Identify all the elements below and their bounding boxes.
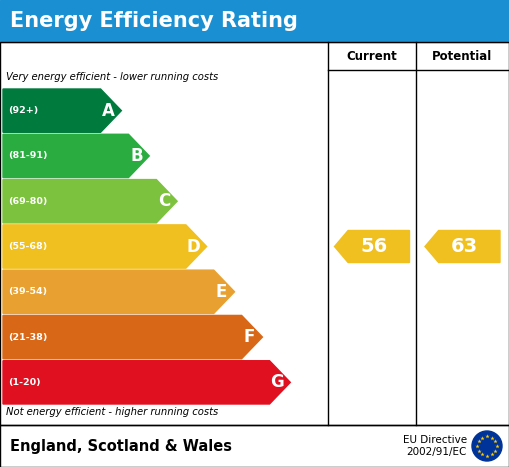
Polygon shape bbox=[3, 89, 121, 132]
Text: G: G bbox=[270, 373, 284, 391]
Text: 56: 56 bbox=[360, 237, 388, 256]
Text: Not energy efficient - higher running costs: Not energy efficient - higher running co… bbox=[6, 407, 218, 417]
Polygon shape bbox=[3, 180, 177, 223]
Text: E: E bbox=[216, 283, 228, 301]
Circle shape bbox=[472, 431, 502, 461]
Text: Potential: Potential bbox=[432, 50, 493, 63]
Text: (1-20): (1-20) bbox=[8, 378, 41, 387]
Text: (69-80): (69-80) bbox=[8, 197, 47, 206]
Text: (55-68): (55-68) bbox=[8, 242, 47, 251]
Text: B: B bbox=[130, 147, 143, 165]
Text: (21-38): (21-38) bbox=[8, 333, 47, 341]
Polygon shape bbox=[3, 225, 207, 268]
Polygon shape bbox=[3, 361, 290, 404]
Text: England, Scotland & Wales: England, Scotland & Wales bbox=[10, 439, 232, 453]
Polygon shape bbox=[3, 134, 149, 177]
Polygon shape bbox=[3, 270, 235, 313]
Bar bbox=[0, 42, 509, 425]
Polygon shape bbox=[334, 231, 410, 262]
Text: C: C bbox=[158, 192, 171, 210]
Text: Current: Current bbox=[347, 50, 398, 63]
Text: 63: 63 bbox=[451, 237, 478, 256]
Text: (39-54): (39-54) bbox=[8, 287, 47, 296]
Text: Energy Efficiency Rating: Energy Efficiency Rating bbox=[10, 11, 298, 31]
Text: D: D bbox=[187, 238, 201, 255]
Text: A: A bbox=[102, 102, 115, 120]
Bar bbox=[0, 425, 509, 467]
Bar bbox=[0, 0, 509, 42]
Polygon shape bbox=[425, 231, 500, 262]
Text: Very energy efficient - lower running costs: Very energy efficient - lower running co… bbox=[6, 72, 218, 82]
Text: F: F bbox=[244, 328, 255, 346]
Polygon shape bbox=[3, 315, 263, 359]
Text: (92+): (92+) bbox=[8, 106, 38, 115]
Text: EU Directive
2002/91/EC: EU Directive 2002/91/EC bbox=[403, 435, 467, 457]
Text: (81-91): (81-91) bbox=[8, 151, 47, 161]
